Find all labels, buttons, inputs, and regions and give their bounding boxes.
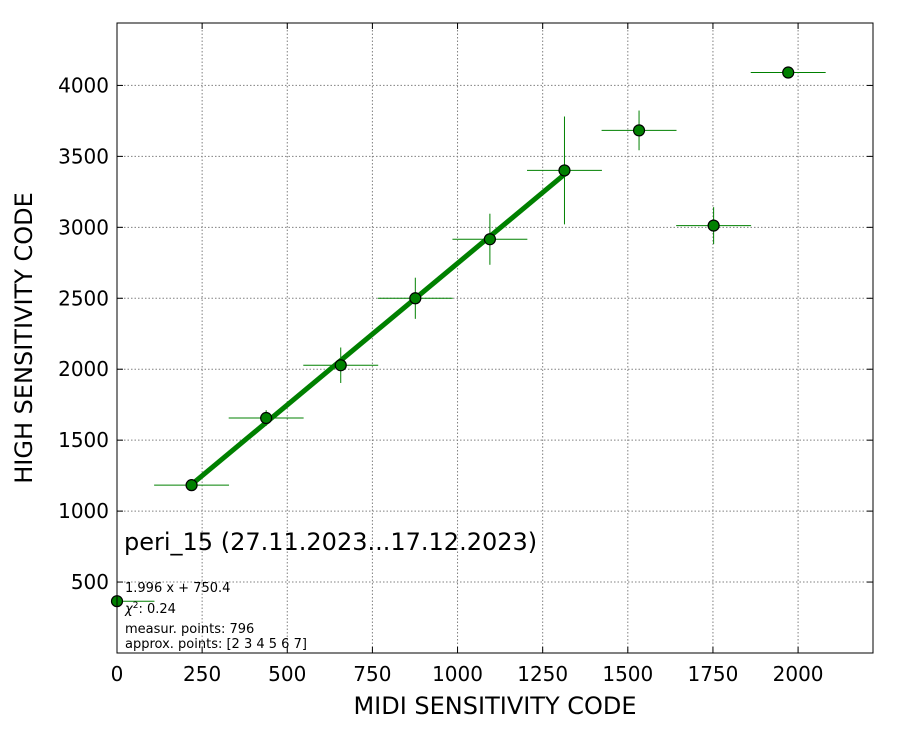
plot-title-annotation: peri_15 (27.11.2023...17.12.2023) <box>124 528 537 556</box>
data-point <box>782 66 795 79</box>
y-tick-label: 500 <box>71 570 109 594</box>
x-tick-label: 750 <box>353 662 391 686</box>
chi2-value: : 0.24 <box>138 602 175 617</box>
y-tick-label: 1000 <box>58 499 109 523</box>
data-point <box>260 411 273 425</box>
fit-line-group <box>189 172 567 487</box>
data-point <box>483 233 496 246</box>
y-tick-label: 4000 <box>58 73 109 97</box>
x-tick-label: 1750 <box>687 662 738 686</box>
y-tick-label: 2500 <box>58 286 109 310</box>
fit-equation: 1.996 x + 750.4 <box>125 581 230 596</box>
y-tick-label: 3500 <box>58 144 109 168</box>
x-tick-label: 500 <box>268 662 306 686</box>
x-tick-label: 1500 <box>602 662 653 686</box>
data-point <box>558 164 571 177</box>
y-tick-label: 2000 <box>58 357 109 381</box>
data-point <box>185 479 198 492</box>
data-point <box>632 124 646 137</box>
x-axis-label: MIDI SENSITIVITY CODE <box>353 692 636 720</box>
data-point <box>409 292 422 305</box>
approx-points: approx. points: [2 3 4 5 6 7] <box>125 637 307 652</box>
x-tick-label: 1000 <box>432 662 483 686</box>
plot-frame <box>116 22 874 654</box>
data-points <box>110 66 795 608</box>
y-tick-label: 3000 <box>58 215 109 239</box>
chi2-superscript: 2 <box>133 601 139 611</box>
ticks <box>116 23 873 653</box>
measured-points: measur. points: 796 <box>125 622 254 637</box>
chi2-label: χ2: 0.24 <box>124 601 176 617</box>
fit-line <box>189 172 567 487</box>
y-tick-label: 1500 <box>58 428 109 452</box>
x-tick-label: 0 <box>111 662 124 686</box>
grid <box>116 23 873 653</box>
chi2-symbol: χ <box>124 602 134 617</box>
x-tick-label: 1250 <box>517 662 568 686</box>
x-tick-label: 250 <box>183 662 221 686</box>
y-axis-label: HIGH SENSITIVITY CODE <box>10 192 38 484</box>
x-tick-labels: 0 250 500 750 1000 1250 1500 1750 2000 <box>111 662 824 686</box>
error-bars <box>117 72 826 602</box>
x-tick-label: 2000 <box>773 662 824 686</box>
data-point <box>334 359 347 372</box>
data-point <box>707 219 720 232</box>
y-tick-labels: 500 1000 1500 2000 2500 3000 3500 4000 <box>58 73 109 594</box>
